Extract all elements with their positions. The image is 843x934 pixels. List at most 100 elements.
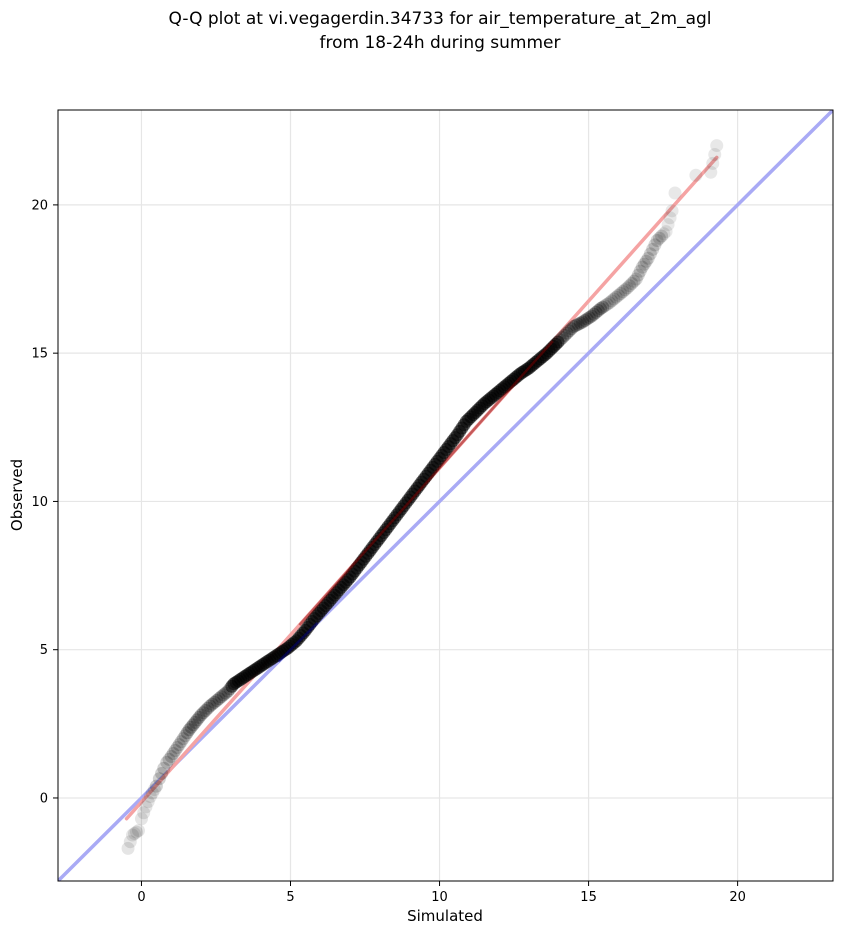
- quantile-point-22: [170, 741, 184, 755]
- x-tick-label-1: 5: [286, 890, 294, 905]
- quantile-point-212: [591, 304, 605, 318]
- quantile-point-199: [562, 324, 576, 338]
- quantile-point-246: [665, 204, 679, 218]
- quantile-point-42: [212, 692, 226, 706]
- quantile-point-10: [143, 789, 157, 803]
- quantile-point-232: [635, 260, 649, 274]
- quantile-point-197: [558, 328, 572, 342]
- quantile-point-195: [553, 333, 567, 347]
- quantile-point-29: [184, 720, 198, 734]
- quantile-point-21: [168, 744, 182, 758]
- quantile-point-203: [571, 317, 585, 331]
- quantile-point-250: [706, 156, 720, 170]
- quantile-point-252: [710, 139, 724, 153]
- quantile-point-227: [625, 276, 639, 290]
- quantile-point-36: [199, 703, 213, 717]
- quantile-point-241: [655, 229, 669, 243]
- quantile-point-226: [623, 279, 637, 293]
- quantile-point-205: [576, 315, 590, 329]
- quantile-point-194: [551, 335, 565, 349]
- quantile-point-40: [207, 695, 221, 709]
- chart-title-line-2: from 18-24h during summer: [320, 33, 561, 53]
- quantile-point-4: [129, 825, 143, 839]
- quantile-point-231: [633, 264, 647, 278]
- quantile-point-248: [689, 168, 703, 182]
- quantile-point-207: [580, 312, 594, 326]
- quantile-point-233: [637, 257, 651, 271]
- quantile-point-235: [641, 251, 655, 265]
- grid: [58, 110, 833, 881]
- y-tick-label-1: 5: [40, 643, 48, 658]
- quantile-point-242: [657, 227, 671, 241]
- quantile-point-218: [605, 294, 619, 308]
- quantile-point-249: [704, 165, 718, 179]
- quantile-point-234: [639, 254, 653, 268]
- quantile-point-44: [216, 688, 230, 702]
- quantile-point-243: [659, 225, 673, 239]
- quantile-point-20: [166, 746, 180, 760]
- quantile-point-201: [567, 319, 581, 333]
- quantile-point-17: [160, 755, 174, 769]
- quantile-point-30: [186, 718, 200, 732]
- quantile-point-216: [600, 297, 614, 311]
- fit-line-dense-segment: [298, 340, 554, 626]
- y-axis-label: Observed: [8, 459, 26, 531]
- quantile-point-18: [162, 752, 176, 766]
- quantile-point-202: [569, 318, 583, 332]
- quantile-point-13: [149, 779, 163, 793]
- quantile-point-24: [174, 735, 188, 749]
- quantile-point-210: [587, 307, 601, 321]
- quantile-point-28: [182, 723, 196, 737]
- quantile-point-211: [589, 305, 603, 319]
- quantile-point-0: [121, 841, 135, 855]
- quantile-points: [121, 139, 724, 855]
- quantile-point-240: [652, 231, 666, 245]
- reference-lines: [58, 110, 833, 881]
- quantile-point-41: [210, 693, 224, 707]
- y-tick-label-0: 0: [40, 791, 48, 806]
- quantile-point-244: [661, 218, 675, 232]
- quantile-point-9: [141, 795, 155, 809]
- y-tick-label-3: 15: [31, 347, 48, 362]
- quantile-point-31: [188, 715, 202, 729]
- x-tick-label-0: 0: [137, 890, 145, 905]
- quantile-point-15: [155, 767, 169, 781]
- quantile-point-23: [172, 738, 186, 752]
- quantile-point-220: [609, 290, 623, 304]
- quantile-point-204: [573, 316, 587, 330]
- identity-line-dense-segment: [277, 622, 319, 663]
- inner-lines: [277, 340, 554, 663]
- quantile-point-14: [152, 772, 166, 786]
- quantile-point-215: [598, 299, 612, 313]
- x-axis-label: Simulated: [407, 907, 483, 925]
- quantile-point-5: [131, 824, 145, 838]
- quantile-point-19: [164, 749, 178, 763]
- quantile-point-2: [126, 828, 140, 842]
- quantile-point-239: [650, 233, 664, 247]
- quantile-point-43: [214, 690, 228, 704]
- quantile-point-26: [178, 729, 192, 743]
- quantile-point-35: [196, 706, 210, 720]
- quantile-point-251: [708, 147, 722, 161]
- quantile-point-208: [582, 311, 596, 325]
- quantile-point-7: [137, 806, 151, 820]
- quantile-point-8: [139, 800, 153, 814]
- quantile-point-3: [128, 827, 142, 841]
- quantile-point-229: [629, 272, 643, 286]
- quantile-point-198: [560, 326, 574, 340]
- plot-frame: [57, 109, 834, 882]
- quantile-point-38: [203, 699, 217, 713]
- quantile-point-223: [616, 285, 630, 299]
- quantile-point-225: [620, 281, 634, 295]
- quantile-point-32: [190, 713, 204, 727]
- quantile-point-224: [618, 283, 632, 297]
- quantile-point-237: [646, 242, 660, 256]
- quantile-point-245: [663, 211, 677, 225]
- quantile-point-206: [578, 314, 592, 328]
- chart-title-line-1: Q-Q plot at vi.vegagerdin.34733 for air_…: [168, 9, 711, 29]
- quantile-point-247: [668, 186, 682, 200]
- x-tick-label-3: 15: [580, 890, 597, 905]
- y-tick-label-2: 10: [31, 495, 48, 510]
- quantile-point-16: [157, 761, 171, 775]
